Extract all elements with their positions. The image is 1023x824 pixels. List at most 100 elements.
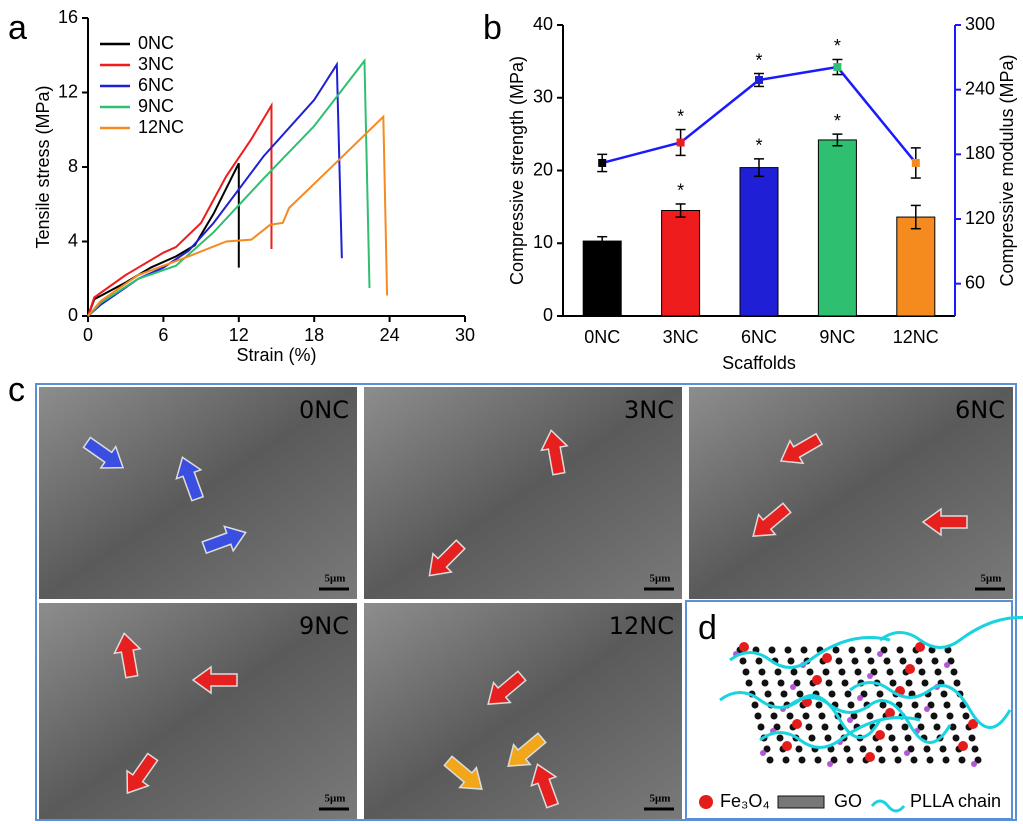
legend-swatch — [699, 795, 713, 809]
graphene-atom — [773, 723, 781, 731]
y-axis-label: Tensile stress (MPa) — [33, 85, 53, 248]
y-tick-label: 12 — [58, 81, 78, 101]
graphene-atom — [757, 723, 765, 731]
graphene-atom — [846, 756, 854, 764]
graphene-atom — [825, 679, 833, 687]
x-tick-label: 0 — [83, 325, 93, 345]
arrow — [530, 763, 560, 809]
significance-mark: * — [834, 36, 841, 56]
graphene-atom — [950, 668, 958, 676]
graphene-atom — [774, 668, 782, 676]
y-tick-label: 4 — [68, 230, 78, 250]
graphene-atom — [949, 723, 957, 731]
plla-chain — [879, 616, 1023, 649]
graphene-atom — [931, 657, 939, 665]
sem-image — [689, 387, 1013, 599]
graphene-atom — [854, 668, 862, 676]
graphene-atom — [915, 657, 923, 665]
graphene-atom — [766, 756, 774, 764]
graphene-atom — [739, 657, 747, 665]
graphene-atom — [787, 657, 795, 665]
x-tick-label: 12NC — [893, 327, 939, 347]
oxygen-group — [760, 750, 766, 756]
graphene-atom — [793, 679, 801, 687]
graphene-atom — [911, 701, 919, 709]
significance-mark: * — [677, 106, 684, 126]
graphene-atom — [962, 712, 970, 720]
data-line — [87, 101, 273, 317]
graphene-atom — [805, 723, 813, 731]
fe3o4-particle — [915, 642, 925, 652]
graphene-atom — [896, 646, 904, 654]
fe3o4-particle — [885, 708, 895, 718]
graphene-atom — [818, 712, 826, 720]
arrow — [443, 755, 483, 790]
y-tick-label: 40 — [533, 14, 553, 34]
panel-frame — [35, 383, 1017, 821]
data-line — [87, 57, 371, 317]
error-bar — [597, 235, 608, 247]
graphene-atom — [875, 745, 883, 753]
oxygen-group — [847, 717, 853, 723]
oxygen-group — [827, 761, 833, 767]
graphene-atom — [800, 646, 808, 654]
oxygen-group — [790, 684, 796, 690]
arrow — [779, 432, 824, 465]
graphene-atom — [946, 712, 954, 720]
bar — [739, 167, 779, 317]
y2-tick-label: 60 — [965, 272, 985, 292]
fe3o4-particle — [905, 664, 915, 674]
significance-mark: * — [677, 181, 684, 201]
y-tick-label: 8 — [68, 156, 78, 176]
x-tick-label: 18 — [304, 325, 324, 345]
panel-label: a — [8, 9, 27, 47]
graphene-atom — [751, 701, 759, 709]
sem-label: 12NC — [609, 612, 674, 640]
graphene-atom — [838, 668, 846, 676]
data-line — [87, 61, 343, 317]
error-bar — [832, 133, 843, 147]
fe3o4-particle — [792, 719, 802, 729]
graphene-atom — [786, 712, 794, 720]
graphene-atom — [880, 646, 888, 654]
graphene-atom — [866, 712, 874, 720]
graphene-atom — [844, 690, 852, 698]
y-tick-label: 16 — [58, 7, 78, 27]
oxygen-group — [857, 695, 863, 701]
graphene-atom — [885, 723, 893, 731]
plla-chain — [849, 681, 1012, 729]
graphene-atom — [870, 668, 878, 676]
significance-mark: * — [834, 111, 841, 131]
graphene-atom — [971, 745, 979, 753]
graphene-atom — [889, 679, 897, 687]
error-bar — [910, 204, 921, 230]
graphene-atom — [770, 712, 778, 720]
graphene-atom — [947, 657, 955, 665]
significance-mark: * — [755, 50, 762, 70]
graphene-atom — [822, 668, 830, 676]
y-tick-label: 30 — [533, 87, 553, 107]
fe3o4-particle — [875, 730, 885, 740]
x-tick-label: 30 — [455, 325, 475, 345]
graphene-atom — [901, 723, 909, 731]
oxygen-group — [904, 750, 910, 756]
graphene-atom — [905, 679, 913, 687]
error-bar — [675, 203, 686, 218]
bar — [582, 240, 622, 317]
x-axis-label: Scaffolds — [722, 353, 796, 373]
x-tick-label: 6NC — [741, 327, 777, 347]
arrow — [191, 665, 238, 695]
sem-label: 9NC — [299, 612, 349, 640]
graphene-atom — [968, 734, 976, 742]
graphene-atom — [940, 690, 948, 698]
x-tick-label: 0NC — [584, 327, 620, 347]
y-tick-label: 10 — [533, 232, 553, 252]
scale-label: 5μm — [650, 573, 671, 585]
graphene-atom — [917, 723, 925, 731]
graphene-atom — [923, 745, 931, 753]
graphene-atom — [867, 657, 875, 665]
graphene-atom — [830, 756, 838, 764]
legend-label: 12NC — [138, 117, 184, 137]
graphene-atom — [860, 690, 868, 698]
fe3o4-particle — [865, 752, 875, 762]
